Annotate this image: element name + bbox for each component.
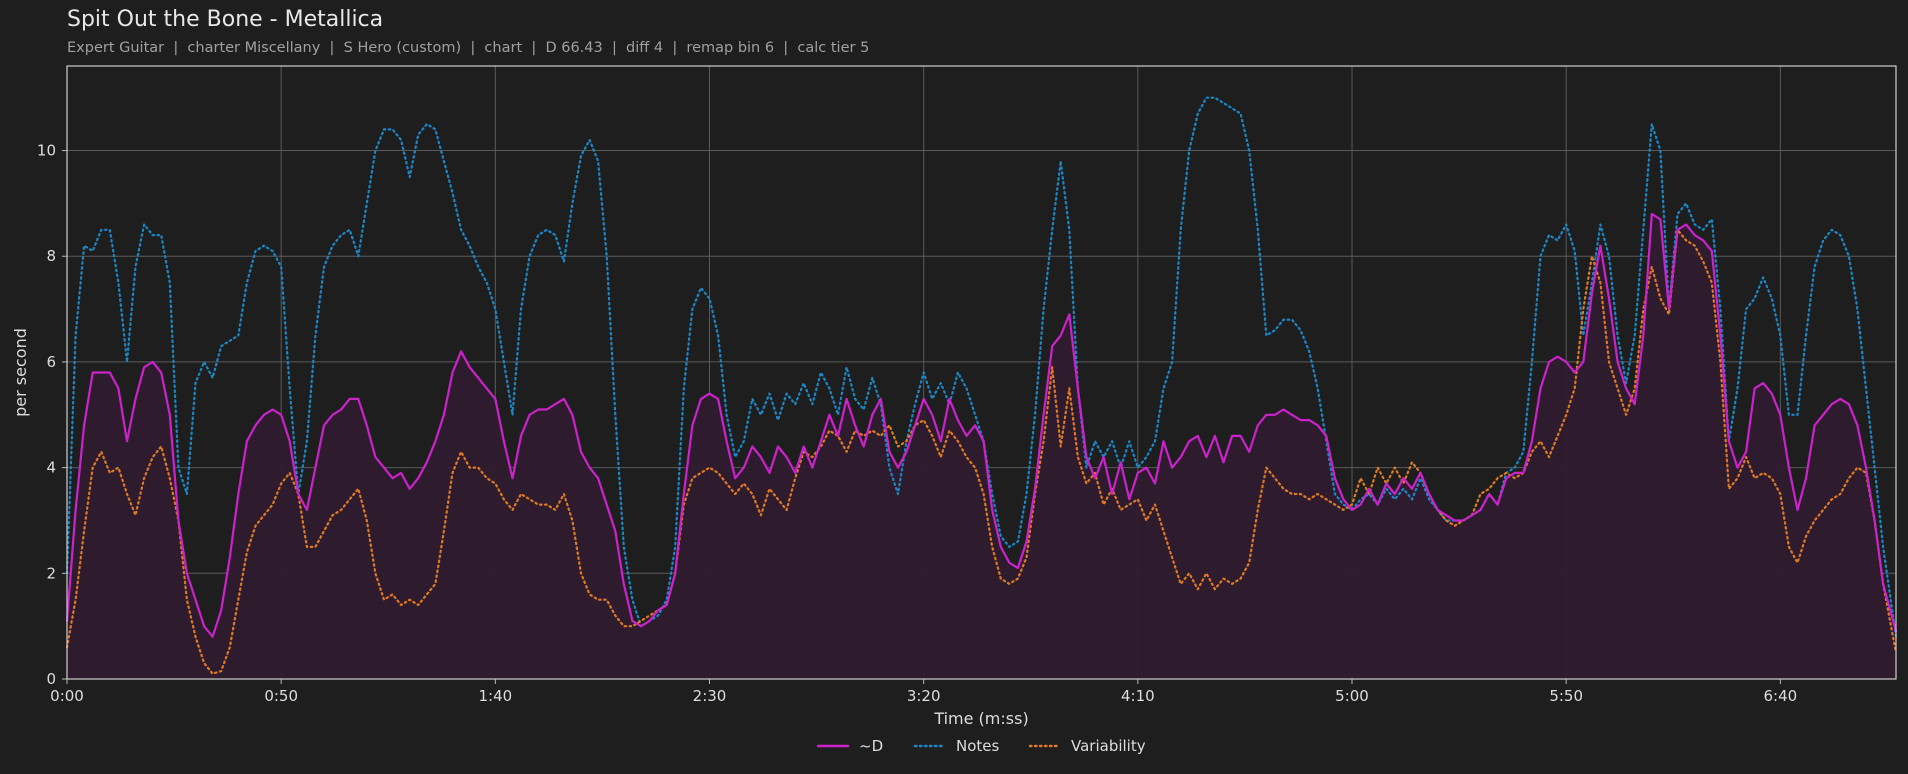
chart-title: Spit Out the Bone - Metallica (67, 7, 384, 32)
x-tick-label: 3:20 (907, 687, 941, 705)
x-tick-label: 6:40 (1764, 687, 1798, 705)
plot-frame (66, 65, 1897, 680)
x-tick-label: 0:50 (264, 687, 298, 705)
y-tick-label: 8 (46, 247, 56, 265)
y-tick-label: 10 (37, 142, 56, 160)
chart-subtitle: Expert Guitar | charter Miscellany | S H… (67, 40, 870, 56)
x-tick-label: 5:50 (1549, 687, 1583, 705)
y-tick-label: 4 (46, 459, 56, 477)
x-tick-label: 2:30 (693, 687, 727, 705)
x-tick-label: 0:00 (50, 687, 84, 705)
y-tick-label: 6 (46, 353, 56, 371)
series-line-variability (65, 228, 1898, 675)
legend-label: Variability (1071, 737, 1146, 755)
x-tick-label: 1:40 (478, 687, 512, 705)
y-tick-label: 2 (46, 564, 56, 582)
d-area-fill (67, 214, 1896, 679)
legend-label: ~D (859, 737, 883, 755)
y-tick-label: 0 (46, 670, 56, 688)
series-line-d (65, 212, 1898, 638)
x-tick-label: 5:00 (1335, 687, 1369, 705)
x-tick-label: 4:10 (1121, 687, 1155, 705)
y-axis-label: per second (11, 328, 30, 417)
x-axis-label: Time (m:ss) (933, 709, 1028, 728)
series-line-notes (65, 96, 1898, 638)
legend-label: Notes (956, 737, 1000, 755)
